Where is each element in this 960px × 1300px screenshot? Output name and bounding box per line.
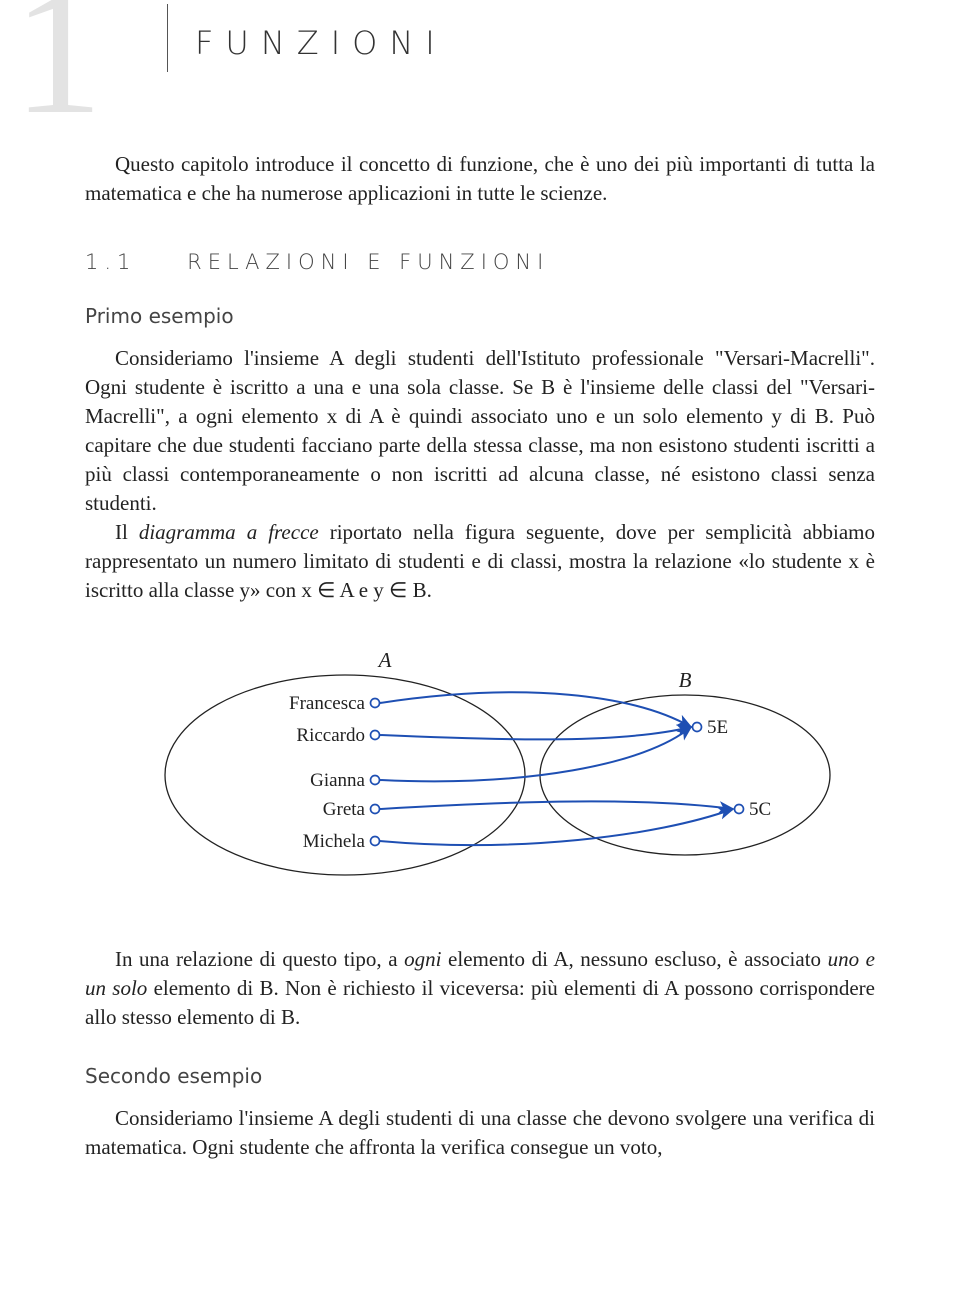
paragraph-4: Consideriamo l'insieme A degli studenti …: [85, 1104, 875, 1162]
svg-text:Greta: Greta: [323, 799, 366, 820]
chapter-header: 1 FUNZIONI: [85, 0, 875, 120]
chapter-title: FUNZIONI: [195, 24, 447, 62]
paragraph-3: In una relazione di questo tipo, a ogni …: [85, 945, 875, 1032]
subheading-1: Primo esempio: [85, 304, 875, 328]
svg-text:A: A: [377, 648, 392, 672]
section-heading: 1.1 RELAZIONI E FUNZIONI: [85, 250, 875, 274]
chapter-number: 1: [13, 0, 97, 142]
svg-text:Gianna: Gianna: [310, 770, 365, 791]
svg-text:Francesca: Francesca: [289, 693, 366, 714]
svg-text:B: B: [679, 668, 692, 692]
svg-text:Riccardo: Riccardo: [296, 725, 365, 746]
chapter-rule: [167, 4, 168, 72]
section-title: RELAZIONI E FUNZIONI: [187, 250, 549, 274]
svg-text:5C: 5C: [749, 799, 771, 820]
svg-text:5E: 5E: [707, 717, 728, 738]
svg-text:Michela: Michela: [303, 831, 366, 852]
arrow-diagram-svg: A B Francesca Riccardo Gianna Greta Michela 5E 5…: [85, 625, 875, 925]
page: 1 FUNZIONI Questo capitolo introduce il …: [0, 0, 960, 1300]
paragraph-1: Consideriamo l'insieme A degli studenti …: [85, 344, 875, 518]
subheading-2: Secondo esempio: [85, 1064, 875, 1088]
arrow-diagram: A B Francesca Riccardo Gianna Greta Michela 5E 5…: [85, 625, 875, 925]
intro-paragraph: Questo capitolo introduce il concetto di…: [85, 150, 875, 208]
section-number: 1.1: [85, 250, 136, 274]
paragraph-2: Il diagramma a frecce riportato nella fi…: [85, 518, 875, 605]
